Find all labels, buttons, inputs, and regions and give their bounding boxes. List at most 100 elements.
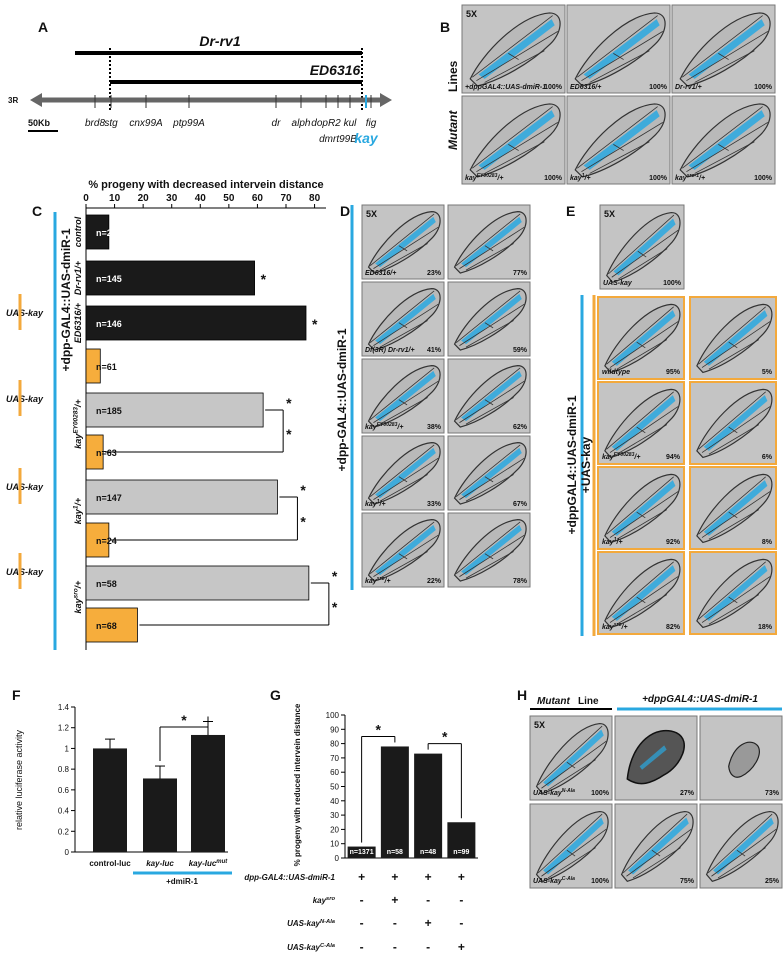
label: Lines (446, 60, 460, 92)
wing-vein (380, 397, 428, 424)
label: 77% (513, 270, 528, 277)
label: n=58 (96, 579, 117, 589)
label: ED6316/+ (73, 302, 83, 343)
wing-image (607, 213, 680, 283)
wing-vein (485, 477, 493, 482)
wing-vein (485, 323, 493, 328)
label: cnx99A (129, 118, 163, 129)
label: kaysro (313, 896, 336, 905)
wing-vein-highlight (461, 447, 522, 499)
bar (143, 778, 177, 852)
label-part: UAS-kay (533, 790, 563, 797)
label: 41% (427, 347, 442, 354)
label: n=212 (96, 228, 122, 238)
label-part: /+ (384, 578, 391, 585)
wing-image (605, 474, 680, 542)
label-part: UAS-kay (287, 919, 320, 928)
wing-vein (370, 522, 434, 574)
label: 50 (223, 193, 235, 204)
label-part: /+ (584, 175, 591, 182)
wing-vein (729, 342, 738, 348)
wing-vein (637, 342, 646, 348)
wing-vein-highlight (611, 395, 676, 451)
wing-vein (485, 142, 545, 174)
wing-vein-highlight (611, 565, 676, 621)
wing-image (455, 366, 527, 427)
label: Line (578, 696, 599, 707)
label: 20 (138, 193, 150, 204)
label: 0 (335, 854, 340, 863)
bar (347, 846, 376, 858)
label: Dr-rv1 (199, 33, 240, 49)
label: kaysro-1/+ (675, 173, 705, 182)
wing-vein (623, 814, 687, 873)
wing-vein-highlight (543, 817, 604, 875)
wing-vein (718, 53, 728, 59)
wing-vein (637, 512, 646, 518)
label-part: kay (675, 175, 688, 182)
label: alph (292, 118, 311, 129)
wing-vein (695, 51, 755, 83)
bar (380, 746, 409, 858)
label: n=147 (96, 493, 122, 503)
wing-image (369, 520, 441, 581)
wing-image (605, 304, 680, 372)
wing-vein (380, 243, 428, 270)
wing-vein (709, 595, 759, 625)
wing-vein-highlight (583, 110, 660, 170)
wing-vein (638, 251, 646, 257)
wing-image (680, 104, 770, 177)
label: kaysro/+ (602, 622, 628, 631)
wing-vein (729, 427, 738, 433)
label: 1 (65, 744, 70, 753)
label: +dpp-GAL4::UAS-dmiR-1 (59, 228, 73, 371)
wing-vein (618, 249, 667, 279)
label-part: kay (602, 454, 615, 461)
wing-vein (709, 340, 759, 370)
label: 100% (649, 175, 668, 182)
wing-vein (699, 392, 766, 449)
wing-vein (373, 535, 438, 576)
label-part: /+ (698, 175, 705, 182)
label: 1.4 (58, 703, 70, 712)
label: H (517, 687, 527, 703)
wing-vein (466, 243, 514, 270)
wing-vein (708, 814, 772, 873)
label: 25% (765, 878, 780, 885)
label: 75% (680, 878, 695, 885)
bar (85, 565, 310, 601)
wing-vein (612, 230, 678, 277)
bar (85, 392, 264, 428)
label: 80 (309, 193, 321, 204)
wing-vein (633, 848, 681, 878)
label-part: /+ (73, 497, 83, 507)
wing-vein (541, 741, 606, 788)
label: 50 (330, 783, 339, 792)
label: 95% (666, 369, 681, 376)
wing-vein (459, 227, 524, 268)
wing-image (605, 389, 680, 457)
label: - (459, 893, 463, 907)
wing-vein (590, 142, 650, 174)
label: 0 (65, 848, 70, 857)
wing-vein (610, 407, 678, 453)
label: UAS-kay (6, 308, 44, 318)
label: kay1/+ (72, 497, 83, 524)
label: n=48 (420, 849, 436, 856)
wing-vein (613, 144, 623, 150)
label: * (332, 599, 338, 615)
label-part: /+ (73, 580, 83, 590)
label: Mutant (446, 110, 460, 150)
wing-vein (399, 554, 407, 559)
label: 0.2 (58, 827, 70, 836)
label: 30 (330, 811, 339, 820)
wing-vein (380, 320, 428, 347)
wing-vein (456, 522, 520, 574)
label: 8% (762, 539, 773, 546)
wing-vein-highlight (611, 310, 676, 366)
wing-vein (699, 562, 766, 619)
label-part: kay (365, 424, 378, 431)
label-part: EY00283 (614, 452, 635, 458)
wing-vein-highlight (611, 480, 676, 536)
wing-vein (370, 214, 434, 266)
